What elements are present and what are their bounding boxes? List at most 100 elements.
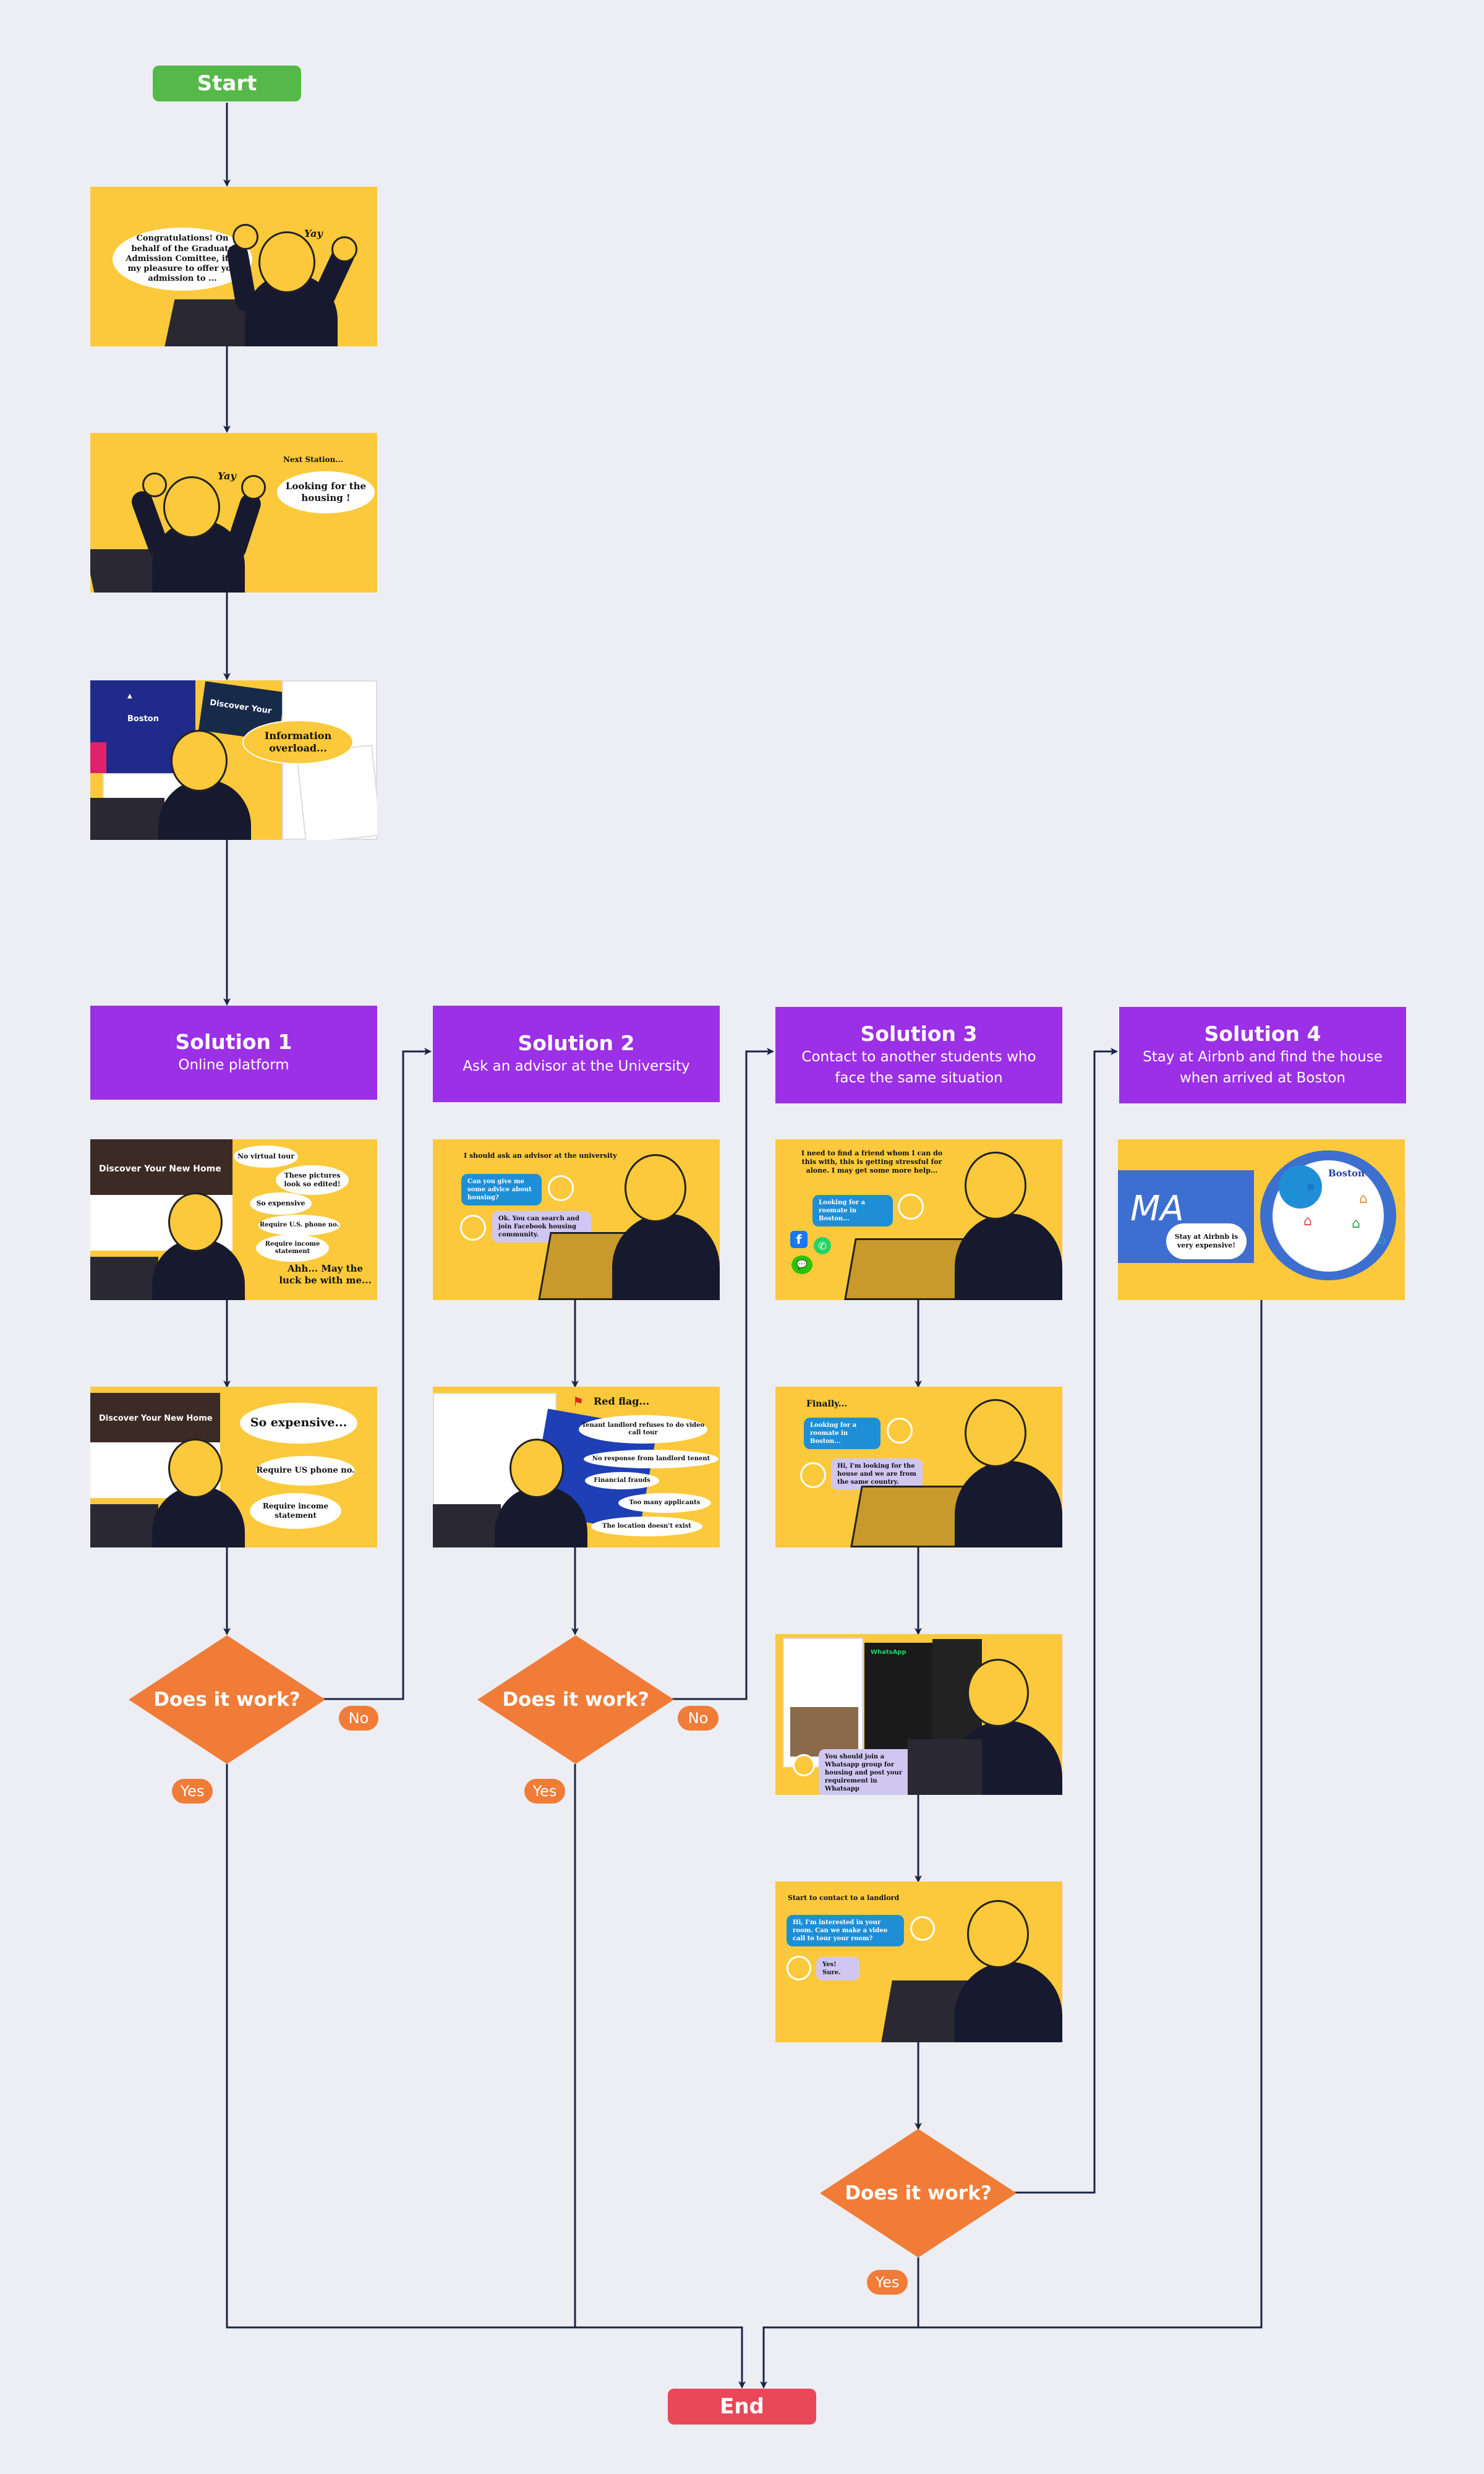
character-arm-raised	[222, 490, 264, 562]
speech-bubble: The location doesn't exist	[591, 1517, 702, 1536]
wechat-icon: 💬	[791, 1256, 812, 1274]
laptop-illustration	[90, 1257, 158, 1300]
connector-sol3-no-sol4	[1014, 1048, 1118, 2194]
end-label: End	[720, 2394, 764, 2419]
connector-sol1-no-sol2	[323, 1048, 432, 1700]
intro-panel-information-overload: ▲ Boston Discover Your Information overl…	[90, 680, 377, 840]
speech-bubble: Too many applicants	[618, 1493, 711, 1513]
speech-bubble: Information overload...	[242, 720, 354, 764]
yes-label: Yes	[172, 1779, 213, 1804]
character-fist	[232, 224, 258, 250]
city-label: Boston	[1328, 1168, 1365, 1179]
speech-bubble: Require U.S. phone no.	[258, 1215, 340, 1236]
pin-icon: ◎	[1307, 1183, 1315, 1192]
chat-message: Looking for a roomate in Boston...	[804, 1418, 881, 1449]
speech-bubble: So expensive	[250, 1192, 312, 1215]
yes-label: Yes	[867, 2270, 908, 2295]
panel-caption: Finally...	[806, 1399, 848, 1409]
avatar	[800, 1462, 826, 1488]
site-heading: Boston	[127, 714, 159, 724]
chat-screenshot	[783, 1638, 863, 1768]
house-icon: ⌂	[1352, 1216, 1360, 1231]
intro-panel-admission: Congratulations! On behalf of the Gradua…	[90, 187, 377, 346]
connector-sol4-end	[764, 1300, 1263, 2329]
house-icon: ⌂	[1359, 1191, 1368, 1207]
panel-caption: Ahh... May the luck be with me...	[279, 1263, 372, 1286]
avatar	[1279, 1165, 1322, 1209]
decision-shape-2	[477, 1635, 674, 1764]
solution-subtitle: Online platform	[178, 1057, 289, 1073]
solution-3-header: Solution 3 Contact to another students w…	[775, 1007, 1062, 1103]
yay-text: Yay	[304, 228, 323, 239]
solution-title: Solution 4	[1204, 1022, 1321, 1046]
sol1-panel-expensive: Discover Your New Home So expensive... R…	[90, 1387, 377, 1547]
red-flag-icon: ⚑	[573, 1394, 584, 1409]
panel-caption: Next Station...	[283, 455, 343, 464]
avatar	[460, 1215, 486, 1241]
sol4-panel-airbnb: MA Boston ◎ ⌂ ⌂ ⌂ ⌂ Stay at Airbnb is ve…	[1118, 1139, 1405, 1300]
panel-caption: I should ask an advisor at the universit…	[464, 1152, 617, 1160]
house-icon: ⌂	[1378, 1232, 1386, 1248]
no-label: No	[339, 1706, 378, 1731]
character-head	[168, 1439, 223, 1498]
panel-caption: Red flag...	[594, 1395, 650, 1407]
character-head	[967, 1900, 1029, 1968]
sol3-panel-landlord: Start to contact to a landlord Hi, I'm i…	[775, 1881, 1062, 2042]
end-node: End	[668, 2389, 816, 2425]
solution-1-header: Solution 1 Online platform	[90, 1006, 377, 1100]
character-body	[955, 1213, 1062, 1300]
decision-shape-3	[820, 2129, 1017, 2258]
avatar	[887, 1418, 913, 1444]
site-heading: Discover Your New Home	[99, 1414, 213, 1423]
speech-bubble: No response from landlord tenent	[584, 1450, 719, 1468]
character-head	[625, 1154, 686, 1222]
yes-label: Yes	[524, 1779, 565, 1804]
no-label: No	[678, 1706, 719, 1731]
connector-sol2-no-sol3	[671, 1048, 774, 1700]
character-head	[965, 1152, 1026, 1220]
character-head	[171, 730, 228, 792]
solution-subtitle: Stay at Airbnb and find the house when a…	[1143, 1049, 1383, 1086]
character-fist	[241, 475, 266, 500]
decision-3: Does it work?	[820, 2129, 1017, 2258]
decision-label: Does it work?	[845, 2182, 992, 2204]
panel-caption: I need to find a friend whom I can do th…	[801, 1149, 943, 1175]
chat-message: Looking for a roomate in Boston...	[812, 1195, 893, 1226]
solution-subtitle: Ask an advisor at the University	[463, 1058, 690, 1074]
decision-2: Does it work?	[477, 1635, 674, 1764]
solution-4-header: Solution 4 Stay at Airbnb and find the h…	[1119, 1007, 1406, 1103]
laptop-illustration	[90, 798, 164, 840]
character-head	[163, 476, 220, 538]
panel-caption: Start to contact to a landlord	[788, 1894, 900, 1902]
laptop-illustration	[90, 1504, 158, 1547]
state-label: MA	[1130, 1189, 1184, 1229]
app-title: WhatsApp	[871, 1649, 906, 1656]
sol2-panel-red-flags: ⚑ Red flag... Tenant landlord refuses to…	[433, 1387, 720, 1547]
solution-title: Solution 1	[175, 1030, 292, 1054]
chat-message: Hi, I'm interested in your room. Can we …	[787, 1915, 904, 1946]
speech-bubble: Financial frauds	[585, 1472, 659, 1489]
decision-1: Does it work?	[129, 1635, 325, 1764]
solution-2-header: Solution 2 Ask an advisor at the Univers…	[433, 1006, 720, 1102]
avatar	[548, 1175, 574, 1201]
laptop-illustration	[908, 1739, 982, 1795]
character-body	[955, 1962, 1062, 2042]
facebook-icon: f	[790, 1231, 808, 1248]
whatsapp-icon: ✆	[814, 1237, 831, 1254]
decision-label: Does it work?	[153, 1689, 301, 1711]
room-photo	[790, 1707, 858, 1757]
site-banner	[90, 742, 106, 773]
character-head	[967, 1659, 1029, 1727]
character-head	[258, 231, 315, 293]
sol2-panel-advisor: I should ask an advisor at the universit…	[433, 1139, 720, 1300]
avatar	[910, 1916, 935, 1941]
laptop-illustration	[433, 1504, 501, 1547]
decision-label: Does it work?	[502, 1689, 649, 1711]
speech-bubble: Require US phone no.	[256, 1456, 355, 1486]
avatar	[793, 1754, 815, 1776]
speech-bubble: So expensive...	[240, 1403, 357, 1444]
speech-bubble: Require income statement	[250, 1493, 341, 1529]
character-fist	[142, 473, 167, 497]
speech-bubble: Looking for the housing !	[277, 471, 375, 513]
